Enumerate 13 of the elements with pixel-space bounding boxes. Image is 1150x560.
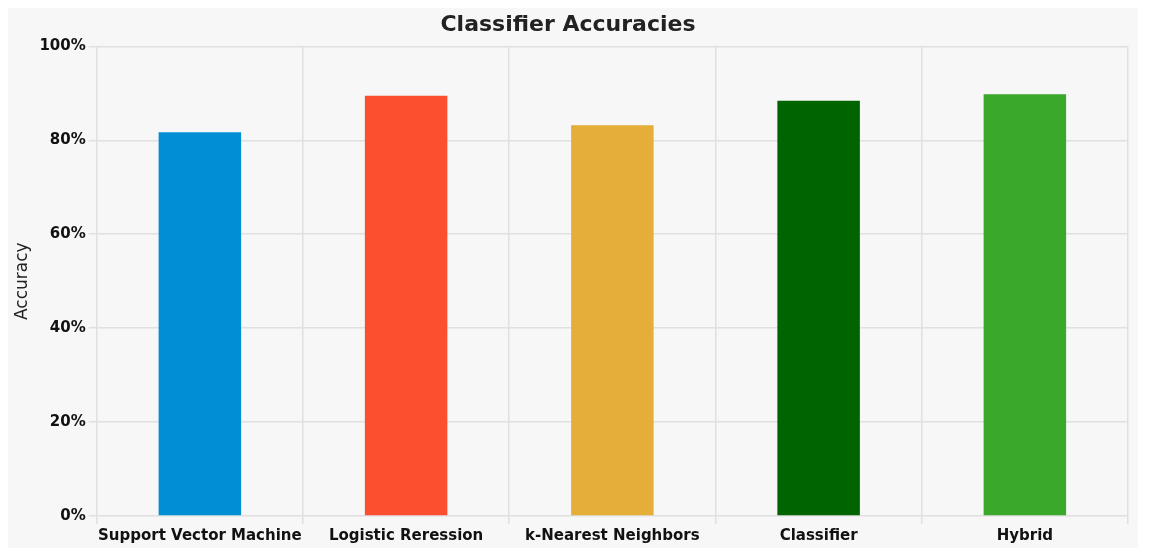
x-tick-label: Support Vector Machine — [98, 525, 302, 544]
y-tick-label: 0% — [60, 505, 86, 524]
y-tick-label: 100% — [39, 36, 86, 55]
x-tick-label: k-Nearest Neighbors — [525, 525, 700, 544]
x-tick-label: Logistic Reression — [328, 525, 484, 544]
chart-title: Classifier Accuracies — [440, 10, 696, 36]
y-tick-label: 80% — [49, 130, 86, 149]
y-tick-label: 20% — [49, 411, 86, 430]
x-tick-label: Hybrid — [996, 525, 1054, 544]
x-tick-label: Classifier — [779, 525, 859, 544]
y-axis-title: Accuracy — [10, 242, 31, 321]
y-tick-label: 60% — [49, 224, 86, 243]
y-tick-label: 40% — [49, 318, 86, 337]
